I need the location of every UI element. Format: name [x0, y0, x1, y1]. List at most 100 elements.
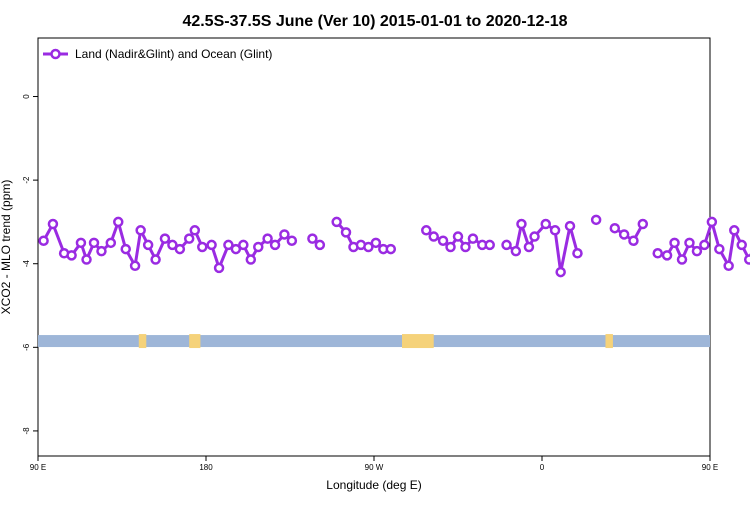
data-point	[307, 233, 318, 244]
data-point	[590, 214, 602, 226]
data-point	[47, 218, 59, 230]
data-point	[555, 266, 566, 278]
legend-label: Land (Nadir&Glint) and Ocean (Glint)	[75, 47, 272, 61]
data-point	[245, 254, 257, 265]
data-point	[676, 254, 688, 265]
data-point	[549, 225, 561, 236]
data-point	[428, 231, 439, 242]
data-point	[253, 241, 264, 253]
data-point	[684, 237, 695, 249]
data-point	[142, 239, 154, 251]
data-point	[723, 260, 734, 272]
data-point	[167, 239, 178, 251]
data-point	[363, 241, 374, 253]
data-point	[314, 239, 326, 251]
data-point	[460, 241, 471, 253]
data-point	[230, 243, 242, 255]
data-point	[706, 216, 718, 228]
series-line	[505, 222, 579, 274]
x-tick-label: 90 E	[30, 463, 46, 472]
data-point	[609, 222, 621, 234]
data-point	[421, 225, 432, 236]
data-point	[66, 250, 77, 261]
data-point	[174, 243, 186, 255]
y-tick-label: -6	[22, 343, 31, 351]
data-point	[516, 218, 527, 230]
data-point	[572, 248, 583, 259]
data-point	[736, 239, 747, 251]
y-tick-label: 0	[22, 94, 31, 99]
data-point	[286, 235, 298, 246]
data-point	[96, 245, 107, 257]
land-band	[402, 334, 434, 349]
data-point	[213, 262, 225, 274]
x-axis-label: Longitude (deg E)	[326, 478, 421, 492]
land-band	[138, 334, 147, 349]
data-point	[238, 239, 249, 251]
legend: Land (Nadir&Glint) and Ocean (Glint)	[43, 47, 272, 61]
surface-band	[38, 334, 710, 349]
data-point	[729, 225, 740, 236]
data-point	[523, 241, 535, 253]
data-point	[743, 254, 750, 265]
legend-marker	[50, 48, 61, 60]
y-axis-label: XCO2 - MLO trend (ppm)	[0, 180, 13, 315]
x-tick-label: 0	[540, 463, 545, 472]
data-point	[197, 241, 208, 253]
chart-title: 42.5S-37.5S June (Ver 10) 2015-01-01 to …	[182, 13, 567, 30]
data-point	[81, 254, 92, 265]
ocean-band	[38, 335, 710, 348]
data-point	[183, 233, 195, 244]
data-point	[691, 245, 703, 257]
data-point	[467, 233, 479, 244]
series-line	[613, 223, 645, 243]
y-tick-label: -4	[22, 260, 31, 268]
data-point	[637, 218, 649, 230]
x-tick-label: 90 W	[365, 463, 384, 472]
data-point	[340, 227, 352, 238]
data-point	[120, 243, 131, 255]
data-point	[714, 243, 725, 255]
data-point	[135, 225, 146, 236]
data-point	[484, 239, 495, 251]
data-point	[652, 248, 663, 259]
data-point	[129, 260, 141, 272]
x-tick-label: 180	[199, 463, 213, 472]
y-tick-label: -2	[22, 176, 31, 184]
data-point	[540, 218, 551, 230]
data-point	[159, 233, 171, 244]
data-point	[105, 237, 117, 249]
data-point	[529, 231, 540, 242]
land-band	[605, 334, 613, 349]
data-point	[38, 235, 49, 246]
data-point	[262, 233, 273, 244]
data-point	[370, 237, 382, 249]
data-point	[206, 239, 217, 251]
data-point	[699, 239, 710, 251]
data-point	[113, 216, 124, 228]
y-tick-label: -8	[22, 427, 31, 435]
data-point	[445, 241, 456, 253]
data-point	[75, 237, 87, 249]
data-point	[452, 231, 464, 242]
data-point	[618, 229, 630, 240]
x-tick-label: 90 E	[702, 463, 718, 472]
data-point	[385, 243, 397, 255]
data-point	[628, 235, 639, 246]
data-point	[669, 237, 680, 249]
data-point	[88, 237, 100, 249]
data-point	[661, 250, 673, 261]
data-point	[223, 239, 234, 251]
axes: 90 E 180 90 W 0 90 E 0 -2 -4 -6 -8	[22, 94, 718, 472]
land-band	[189, 334, 201, 349]
data-point	[189, 225, 201, 236]
data-point	[150, 254, 161, 265]
data-point	[331, 216, 342, 228]
data-point	[564, 220, 576, 232]
data-point	[510, 245, 522, 257]
data-point	[437, 235, 449, 246]
data-point	[501, 239, 512, 251]
data-point	[269, 239, 281, 251]
